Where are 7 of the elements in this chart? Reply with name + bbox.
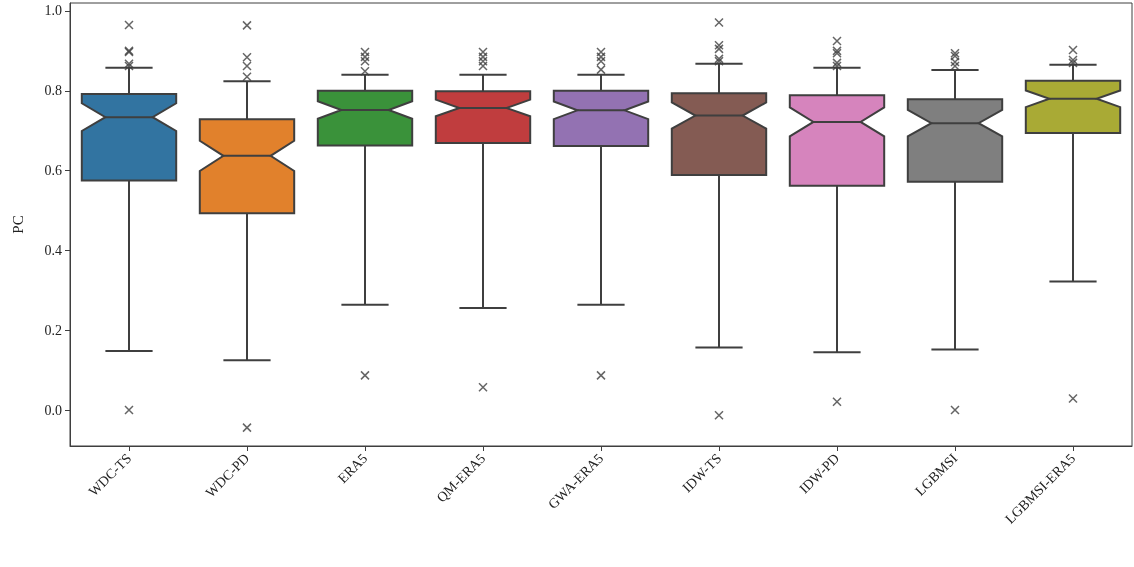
y-tick-label: 0.2 bbox=[44, 322, 62, 338]
y-tick-label: 0.4 bbox=[44, 242, 62, 258]
y-tick-label: 1.0 bbox=[44, 3, 62, 19]
y-axis-title: PC bbox=[9, 215, 26, 234]
y-tick-label: 0.6 bbox=[44, 163, 62, 179]
y-tick-label: 0.0 bbox=[44, 402, 62, 418]
y-tick-label: 0.8 bbox=[44, 83, 62, 99]
